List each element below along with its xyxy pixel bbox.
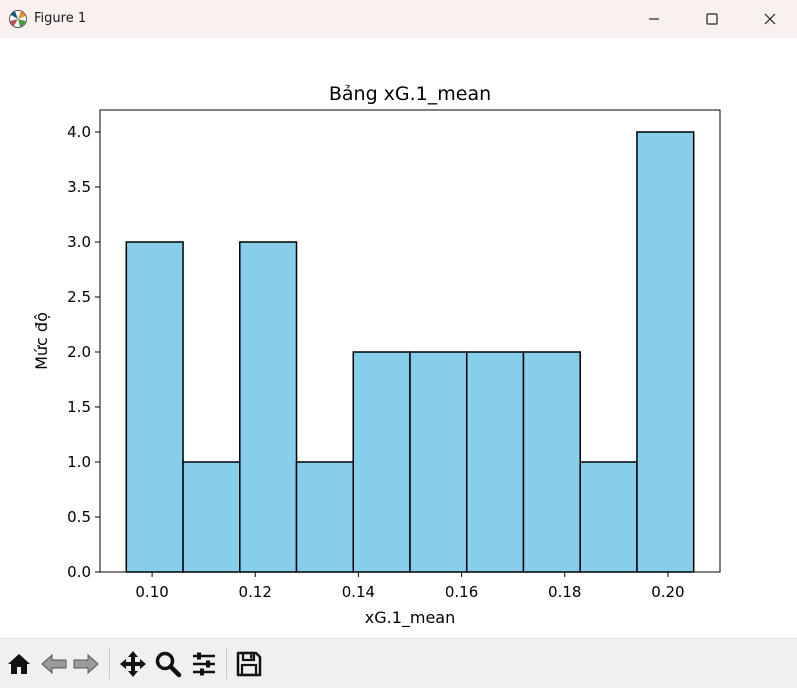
navigation-toolbar	[0, 638, 797, 688]
toolbar-separator	[226, 647, 227, 679]
maximize-button[interactable]	[683, 0, 741, 38]
home-button[interactable]	[4, 649, 34, 679]
x-tick-label: 0.10	[135, 583, 168, 601]
y-tick-label: 3.0	[67, 233, 91, 251]
sliders-icon	[193, 652, 215, 676]
histogram-bar	[352, 351, 411, 573]
bars-group	[125, 131, 695, 573]
x-tick-label: 0.14	[342, 583, 375, 601]
matplotlib-icon	[9, 10, 27, 28]
histogram-bar	[295, 461, 355, 573]
arrow-right-icon	[73, 653, 99, 675]
y-axis-label: Mức độ	[32, 312, 51, 370]
maximize-icon	[706, 13, 718, 25]
y-tick-label: 0.0	[67, 563, 91, 581]
minimize-icon	[649, 18, 659, 20]
x-tick-label: 0.18	[548, 583, 581, 601]
pan-button[interactable]	[118, 649, 148, 679]
histogram-bar	[409, 351, 468, 573]
chart-title: Bảng xG.1_mean	[329, 83, 491, 105]
forward-button[interactable]	[71, 649, 101, 679]
home-icon	[8, 654, 30, 674]
minimize-button[interactable]	[625, 0, 683, 38]
magnifier-icon	[155, 651, 182, 678]
histogram-bar	[182, 461, 241, 573]
x-axis-ticks: 0.10 0.12 0.14 0.16 0.18 0.20	[135, 572, 685, 601]
y-tick-label: 0.5	[67, 508, 91, 526]
zoom-button[interactable]	[153, 649, 183, 679]
back-button[interactable]	[39, 649, 69, 679]
y-tick-label: 3.5	[67, 178, 91, 196]
y-tick-label: 4.0	[67, 123, 91, 141]
toolbar-separator	[109, 647, 110, 679]
move-icon	[120, 651, 146, 677]
x-tick-label: 0.20	[651, 583, 684, 601]
close-button[interactable]	[741, 0, 797, 38]
histogram-chart: 0.10 0.12 0.14 0.16 0.18 0.20 0.0 0.5 1.0 1.5 2.0…	[32, 83, 721, 628]
histogram-bar	[125, 241, 184, 573]
histogram-bar	[465, 351, 525, 573]
y-tick-label: 2.5	[67, 288, 91, 306]
y-tick-label: 2.0	[67, 343, 91, 361]
arrow-left-icon	[41, 653, 67, 675]
histogram-bar	[636, 131, 695, 573]
y-axis-ticks: 0.0 0.5 1.0 1.5 2.0 2.5 3.0 3.5 4.0	[67, 123, 100, 581]
x-tick-label: 0.16	[445, 583, 478, 601]
configure-subplots-button[interactable]	[189, 649, 219, 679]
axes-frame	[99, 109, 721, 573]
x-tick-label: 0.12	[239, 583, 272, 601]
y-tick-label: 1.0	[67, 453, 91, 471]
save-button[interactable]	[234, 649, 264, 679]
histogram-bar	[239, 241, 298, 573]
window-titlebar[interactable]: Figure 1	[0, 0, 797, 38]
close-icon	[764, 13, 776, 25]
y-tick-label: 1.5	[67, 398, 91, 416]
histogram-bar	[579, 461, 638, 573]
histogram-bar	[522, 351, 581, 573]
floppy-disk-icon	[236, 651, 262, 677]
figure-canvas[interactable]: 0.10 0.12 0.14 0.16 0.18 0.20 0.0 0.5 1.0 1.5 2.0…	[0, 38, 797, 638]
x-axis-label: xG.1_mean	[365, 608, 456, 628]
window-title: Figure 1	[34, 11, 87, 26]
